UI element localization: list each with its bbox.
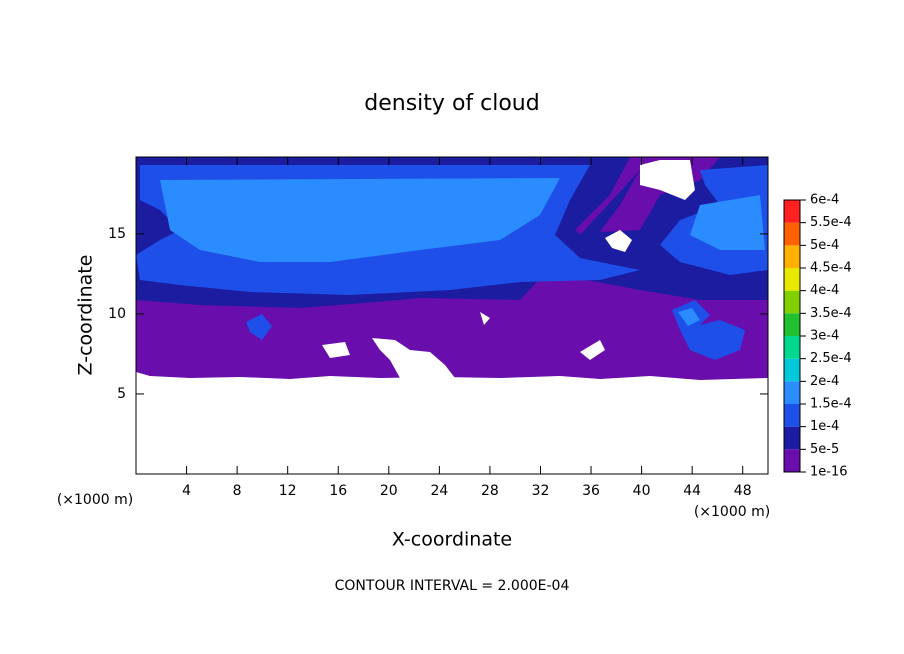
y-tick-label: 5 — [117, 386, 126, 402]
y-tick-label: 15 — [108, 226, 126, 242]
y-axis-title: Z-coordinate — [75, 255, 97, 376]
x-tick-label: 4 — [182, 483, 191, 499]
x-tick-label: 40 — [633, 483, 651, 499]
chart-title: density of cloud — [364, 91, 539, 116]
footer-note: CONTOUR INTERVAL = 2.000E-04 — [335, 578, 570, 594]
contour-region — [246, 314, 272, 340]
colorbar-swatch — [784, 449, 800, 472]
empty-region — [640, 160, 695, 200]
colorbar-swatch — [784, 381, 800, 404]
colorbar-label: 1e-4 — [810, 419, 839, 434]
x-tick-label: 28 — [481, 483, 499, 499]
colorbar-label: 4.5e-4 — [810, 261, 852, 276]
colorbar-label: 5e-5 — [810, 442, 839, 457]
contour-region — [690, 195, 765, 250]
x-tick-label: 36 — [582, 483, 600, 499]
colorbar-swatch — [784, 358, 800, 382]
x-tick-label: 16 — [329, 483, 347, 499]
colorbar-label: 5.5e-4 — [810, 215, 852, 230]
colorbar-swatch — [784, 313, 800, 336]
x-tick-label: 8 — [233, 483, 242, 499]
empty-region — [372, 338, 455, 378]
empty-region — [322, 342, 350, 358]
y-tick-label: 10 — [108, 306, 126, 322]
plot-frame — [135, 156, 769, 475]
colorbar-label: 3e-4 — [810, 329, 839, 344]
colorbar-label: 2.5e-4 — [810, 351, 852, 366]
colorbar-swatch — [784, 222, 800, 246]
colorbar-swatch — [784, 426, 800, 450]
empty-region — [605, 230, 632, 252]
contour-region — [160, 178, 560, 262]
colorbar-swatch — [784, 268, 800, 291]
colorbar-swatch — [784, 200, 800, 223]
contour-field — [136, 157, 768, 380]
contour-region — [678, 308, 700, 326]
colorbar-swatch — [784, 404, 800, 427]
x-axis-title: X-coordinate — [392, 529, 512, 551]
x-unit: (×1000 m) — [694, 504, 770, 520]
colorbar-swatch — [784, 245, 800, 268]
x-tick-label: 32 — [532, 483, 550, 499]
empty-region — [580, 340, 605, 360]
colorbar-swatch — [784, 336, 800, 359]
x-tick-label: 24 — [430, 483, 448, 499]
colorbar-label: 1.5e-4 — [810, 397, 852, 412]
x-unit: (×1000 m) — [57, 492, 133, 508]
x-tick-label: 44 — [683, 483, 701, 499]
x-tick-label: 20 — [380, 483, 398, 499]
x-tick-label: 12 — [279, 483, 297, 499]
colorbar-label: 6e-4 — [810, 193, 839, 208]
colorbar-label: 2e-4 — [810, 374, 839, 389]
empty-region — [480, 312, 490, 325]
colorbar-swatch — [784, 290, 800, 314]
colorbar-label: 5e-4 — [810, 238, 839, 253]
colorbar-label: 4e-4 — [810, 283, 839, 298]
x-tick-label: 48 — [734, 483, 752, 499]
colorbar-label: 1e-16 — [810, 465, 848, 480]
colorbar-label: 3.5e-4 — [810, 306, 852, 321]
